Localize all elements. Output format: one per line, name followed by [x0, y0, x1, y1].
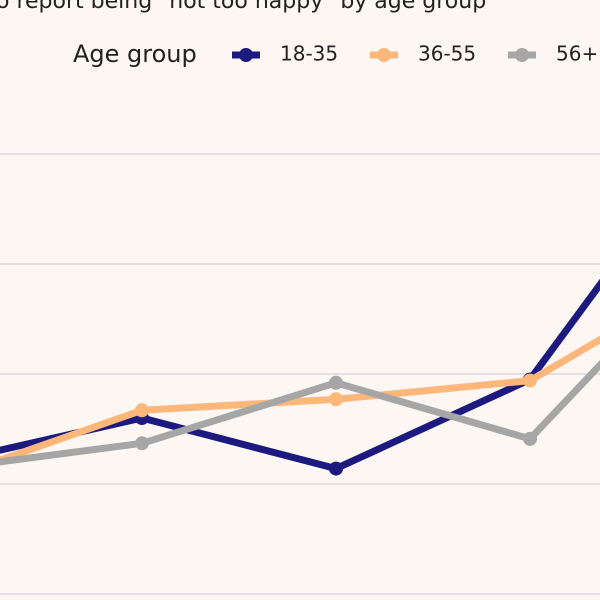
legend-marker	[239, 48, 253, 62]
chart-title: o report being "not too happy" by age gr…	[0, 0, 486, 14]
point	[523, 431, 537, 446]
legend-label: 18-35	[280, 42, 338, 66]
point	[329, 461, 343, 476]
point	[523, 373, 537, 388]
legend-label: 36-55	[418, 42, 476, 66]
legend-marker	[515, 48, 529, 62]
point	[135, 436, 149, 451]
point	[329, 392, 343, 407]
legend-marker	[377, 48, 391, 62]
point	[329, 375, 343, 390]
legend-label: 56+	[556, 42, 598, 66]
point	[135, 403, 149, 418]
legend-title: Age group	[73, 40, 197, 68]
